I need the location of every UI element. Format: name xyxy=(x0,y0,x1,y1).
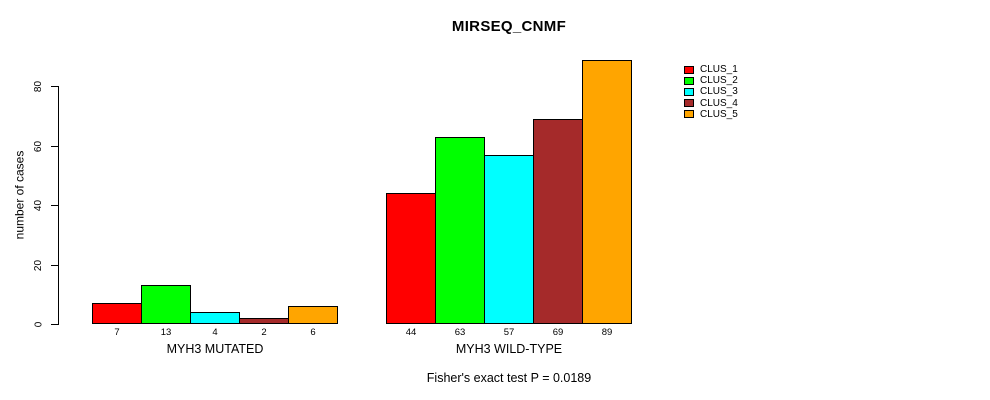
y-tick-label: 0 xyxy=(31,302,47,346)
y-tick-label: 40 xyxy=(31,183,47,227)
y-tick-mark xyxy=(51,205,58,206)
legend-swatch-clus-4 xyxy=(684,99,694,108)
bar-value-label: 69 xyxy=(552,327,564,338)
y-tick-mark xyxy=(51,86,58,87)
bar-clus-1-myh3-mutated xyxy=(92,303,142,324)
legend-item-clus-1: CLUS_1 xyxy=(684,64,738,75)
bar-value-label: 57 xyxy=(503,327,515,338)
legend-label: CLUS_1 xyxy=(700,64,738,76)
y-tick-label: 20 xyxy=(31,243,47,287)
legend-swatch-clus-5 xyxy=(684,110,694,119)
bar-clus-5-myh3-mutated xyxy=(288,306,338,324)
bar-clus-3-myh3-wild-type xyxy=(484,155,534,324)
y-axis-line xyxy=(58,86,59,325)
legend: CLUS_1 CLUS_2 CLUS_3 CLUS_4 CLUS_5 xyxy=(684,64,738,120)
legend-swatch-clus-2 xyxy=(684,76,694,85)
y-axis-title: number of cases xyxy=(6,115,32,275)
bar-clus-2-myh3-wild-type xyxy=(435,137,485,324)
y-tick-mark xyxy=(51,324,58,325)
bar-clus-5-myh3-wild-type xyxy=(582,60,632,324)
bar-value-label: 7 xyxy=(114,327,120,338)
bar-value-label: 2 xyxy=(261,327,267,338)
y-tick-label: 80 xyxy=(31,64,47,108)
legend-label: CLUS_2 xyxy=(700,75,738,87)
legend-item-clus-2: CLUS_2 xyxy=(684,75,738,86)
legend-label: CLUS_4 xyxy=(700,97,738,109)
legend-swatch-clus-1 xyxy=(684,65,694,74)
legend-item-clus-5: CLUS_5 xyxy=(684,109,738,120)
legend-label: CLUS_3 xyxy=(700,86,738,98)
bar-value-label: 44 xyxy=(405,327,417,338)
group-label-myh3-mutated: MYH3 MUTATED xyxy=(166,342,264,356)
y-axis-title-text: number of cases xyxy=(12,150,26,240)
bar-clus-4-myh3-wild-type xyxy=(533,119,583,324)
bar-value-label: 4 xyxy=(212,327,218,338)
bar-value-label: 6 xyxy=(310,327,316,338)
y-tick-label-text: 40 xyxy=(33,199,45,211)
bar-clus-3-myh3-mutated xyxy=(190,312,240,324)
y-tick-mark xyxy=(51,146,58,147)
chart-title: MIRSEQ_CNMF xyxy=(451,18,567,35)
bar-value-label: 13 xyxy=(160,327,172,338)
legend-swatch-clus-3 xyxy=(684,87,694,96)
legend-item-clus-4: CLUS_4 xyxy=(684,98,738,109)
legend-label: CLUS_5 xyxy=(700,108,738,120)
y-tick-label-text: 80 xyxy=(33,80,45,92)
caption-fishers-test: Fisher's exact test P = 0.0189 xyxy=(426,371,592,385)
y-tick-label-text: 20 xyxy=(33,259,45,271)
group-label-myh3-wild-type: MYH3 WILD-TYPE xyxy=(455,342,563,356)
bar-clus-4-myh3-mutated xyxy=(239,318,289,324)
y-tick-label-text: 0 xyxy=(33,321,45,327)
bar-value-label: 63 xyxy=(454,327,466,338)
y-tick-mark xyxy=(51,265,58,266)
legend-item-clus-3: CLUS_3 xyxy=(684,86,738,97)
bar-clus-2-myh3-mutated xyxy=(141,285,191,324)
bar-clus-1-myh3-wild-type xyxy=(386,193,436,324)
bar-value-label: 89 xyxy=(601,327,613,338)
y-tick-label: 60 xyxy=(31,124,47,168)
y-tick-label-text: 60 xyxy=(33,140,45,152)
